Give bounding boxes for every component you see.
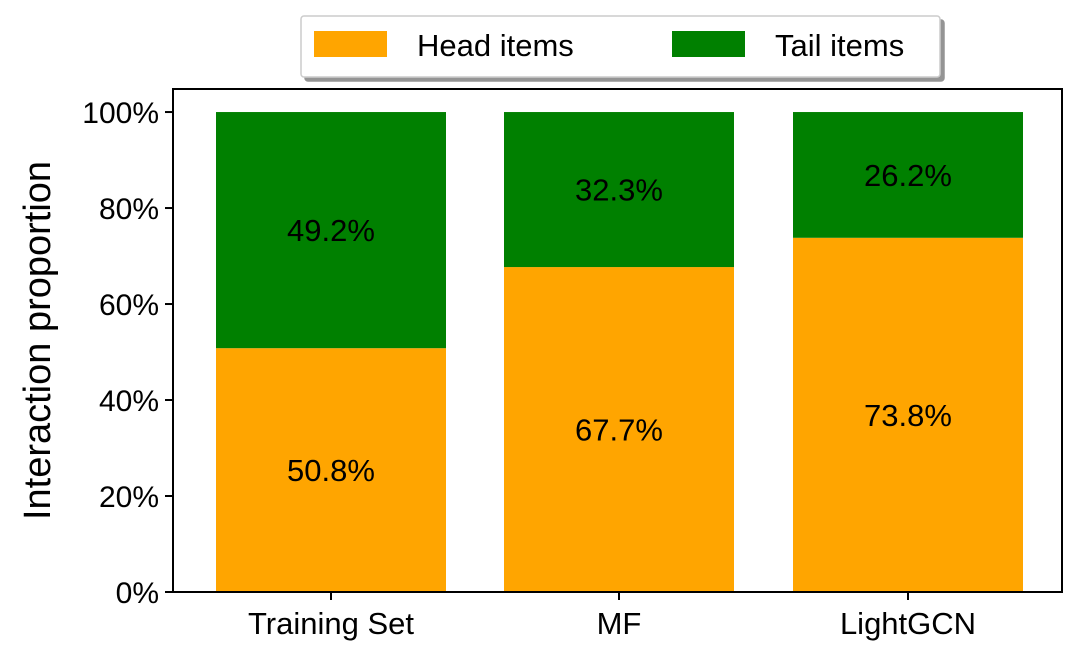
bar-head-items-1 <box>504 267 734 592</box>
y-tick-label: 60% <box>99 289 159 322</box>
y-axis: 0% 20% 40% 60% 80% 100% <box>82 97 173 610</box>
bar-tail-items-2 <box>793 112 1023 238</box>
x-tick-label: Training Set <box>248 606 414 641</box>
bars-layer: 50.8% 49.2% 67.7% 32.3% 73.8% 26.2% <box>216 112 1023 593</box>
bar-value-label: 32.3% <box>575 173 663 208</box>
x-tick-label: LightGCN <box>840 606 976 641</box>
legend-swatch-tail-items <box>672 31 745 57</box>
bar-head-items-0 <box>216 348 446 592</box>
bar-tail-items-0 <box>216 112 446 349</box>
plot-frame <box>172 88 1063 593</box>
bar-value-label: 26.2% <box>864 158 952 193</box>
bar-value-label: 49.2% <box>287 213 375 248</box>
bar-value-label: 50.8% <box>287 453 375 488</box>
bar-head-items-2 <box>793 237 1023 593</box>
y-tick-label: 0% <box>116 577 159 610</box>
bar-value-label: 73.8% <box>864 398 952 433</box>
y-tick-label: 40% <box>99 385 159 418</box>
y-tick-label: 100% <box>82 97 159 130</box>
bar-value-label: 67.7% <box>575 413 663 448</box>
bar-tail-items-1 <box>504 112 734 268</box>
y-tick-label: 20% <box>99 481 159 514</box>
legend: Head items Tail items <box>300 15 941 78</box>
legend-swatch-head-items <box>314 31 387 57</box>
legend-label: Tail items <box>775 28 904 63</box>
x-tick-label: MF <box>597 606 642 641</box>
y-axis-label: Interaction proportion <box>17 161 59 520</box>
legend-label: Head items <box>417 28 574 63</box>
x-axis: Training Set MF LightGCN <box>248 592 976 641</box>
legend-box <box>300 15 941 78</box>
y-tick-label: 80% <box>99 193 159 226</box>
